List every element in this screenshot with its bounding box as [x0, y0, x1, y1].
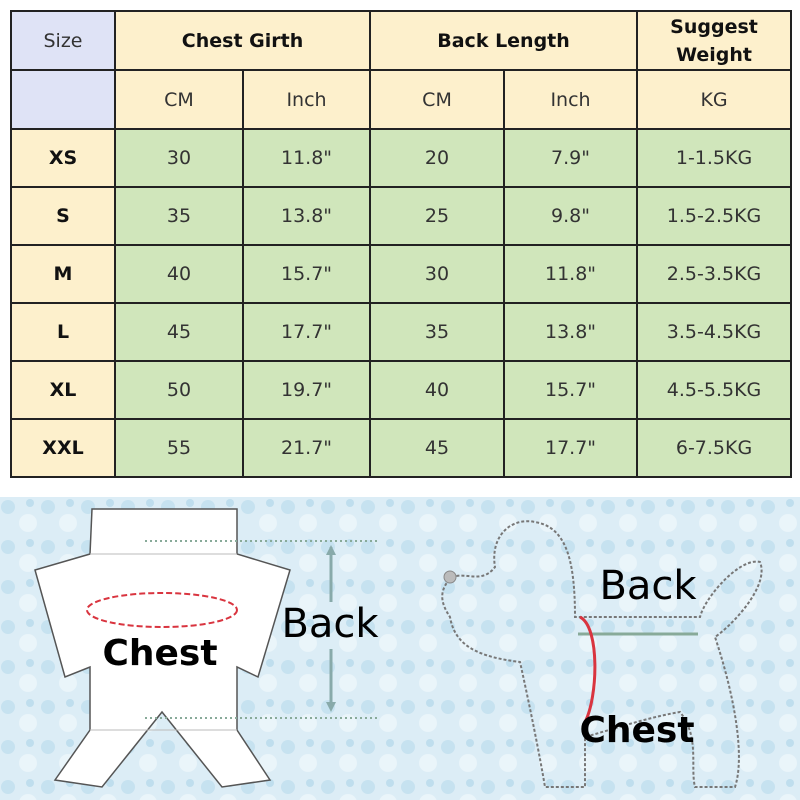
- back-cm-cell: 45: [369, 418, 506, 478]
- size-cell: L: [10, 302, 116, 362]
- size-cell: XXL: [10, 418, 116, 478]
- back-cm-cell: 20: [369, 128, 506, 188]
- unit-header: Inch: [241, 69, 372, 130]
- size-cell: S: [10, 186, 116, 246]
- chest-in-cell: 13.8": [241, 186, 372, 246]
- chest-in-cell: 11.8": [241, 128, 372, 188]
- back-in-cell: 9.8": [503, 186, 639, 246]
- table-row: L 45 17.7" 35 13.8" 3.5-4.5KG: [10, 302, 793, 362]
- garment-chest-label: Chest: [102, 633, 217, 674]
- chest-in-cell: 17.7": [241, 302, 372, 362]
- chest-cm-cell: 35: [114, 186, 244, 246]
- chest-in-cell: 19.7": [241, 360, 372, 420]
- size-chart-table: Size Chest Girth Back Length Suggest Wei…: [10, 10, 793, 478]
- weight-cell: 6-7.5KG: [636, 418, 793, 478]
- back-in-cell: 15.7": [503, 360, 639, 420]
- weight-cell: 3.5-4.5KG: [636, 302, 793, 362]
- weight-cell: 2.5-3.5KG: [636, 244, 793, 304]
- dog-nose-icon: [443, 570, 457, 584]
- blank-header: [10, 69, 116, 130]
- back-in-cell: 7.9": [503, 128, 639, 188]
- size-cell: XS: [10, 128, 116, 188]
- chest-in-cell: 15.7": [241, 244, 372, 304]
- size-cell: XL: [10, 360, 116, 420]
- unit-header: CM: [114, 69, 244, 130]
- chest-girth-header: Chest Girth: [113, 10, 372, 71]
- unit-header: Inch: [503, 69, 639, 130]
- weight-cell: 1.5-2.5KG: [636, 186, 793, 246]
- garment-icon: [34, 508, 380, 788]
- weight-cell: 1-1.5KG: [636, 128, 793, 188]
- table-row: S 35 13.8" 25 9.8" 1.5-2.5KG: [10, 186, 793, 246]
- back-cm-cell: 40: [369, 360, 506, 420]
- back-cm-cell: 35: [369, 302, 506, 362]
- chest-cm-cell: 55: [114, 418, 244, 478]
- unit-header: CM: [369, 69, 506, 130]
- unit-header: KG: [636, 69, 793, 130]
- chest-cm-cell: 50: [114, 360, 244, 420]
- dog-back-label: Back: [599, 563, 697, 609]
- back-in-cell: 11.8": [503, 244, 639, 304]
- back-cm-cell: 30: [369, 244, 506, 304]
- suggest-weight-header: Suggest Weight: [636, 10, 793, 71]
- dog-chest-label: Chest: [579, 710, 694, 751]
- chest-in-cell: 21.7": [241, 418, 372, 478]
- dog-outline-icon: [441, 520, 763, 788]
- table-row: M 40 15.7" 30 11.8" 2.5-3.5KG: [10, 244, 793, 304]
- back-cm-cell: 25: [369, 186, 506, 246]
- chest-measure-line: [579, 615, 597, 723]
- back-length-header: Back Length: [369, 10, 639, 71]
- chest-cm-cell: 40: [114, 244, 244, 304]
- size-cell: M: [10, 244, 116, 304]
- table-row: XL 50 19.7" 40 15.7" 4.5-5.5KG: [10, 360, 793, 420]
- back-in-cell: 13.8": [503, 302, 639, 362]
- chest-cm-cell: 30: [114, 128, 244, 188]
- back-in-cell: 17.7": [503, 418, 639, 478]
- size-header: Size: [10, 10, 116, 71]
- chest-cm-cell: 45: [114, 302, 244, 362]
- weight-cell: 4.5-5.5KG: [636, 360, 793, 420]
- garment-back-label: Back: [281, 601, 379, 647]
- measurement-diagram: Chest Back Back Chest: [0, 497, 800, 800]
- table-row: XS 30 11.8" 20 7.9" 1-1.5KG: [10, 128, 793, 188]
- table-row: XXL 55 21.7" 45 17.7" 6-7.5KG: [10, 418, 793, 478]
